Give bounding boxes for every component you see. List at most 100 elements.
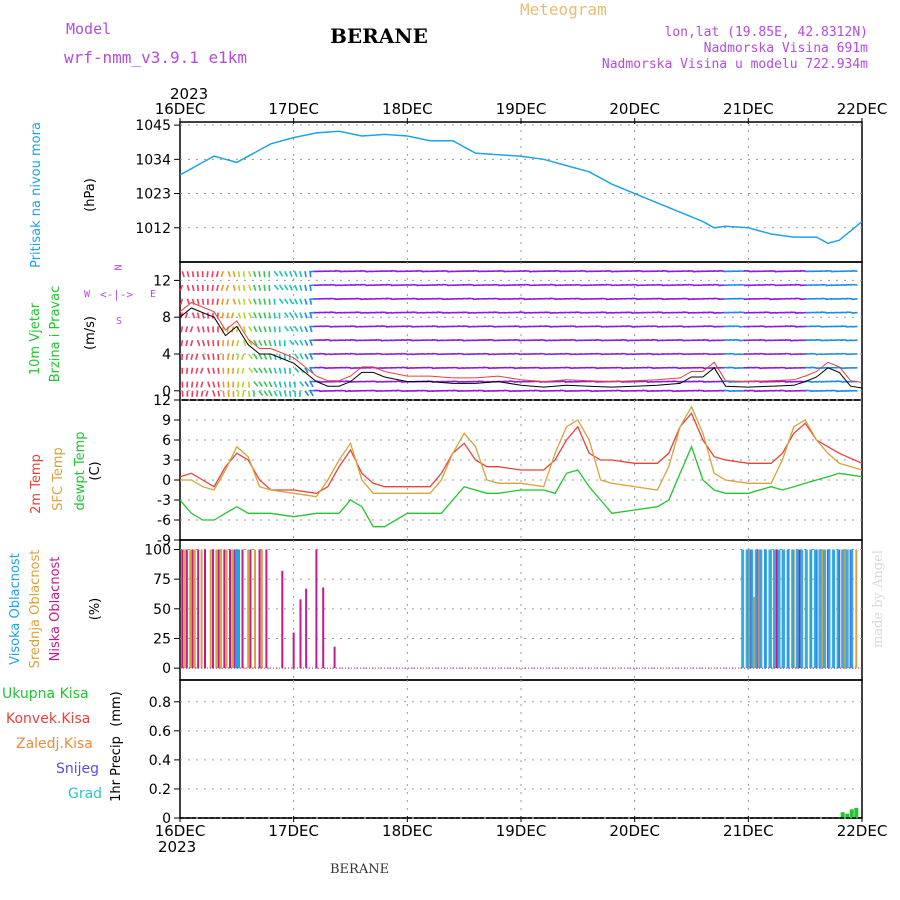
time-tick-bottom: 22DEC	[837, 822, 888, 840]
wind-barb	[744, 269, 751, 272]
wind-barb	[339, 270, 347, 273]
wind-barb	[324, 367, 331, 370]
wind-barb	[242, 284, 246, 292]
wind-barb	[248, 353, 254, 360]
wind-barb	[774, 270, 781, 273]
wind-barb	[406, 367, 413, 370]
wind-barb	[375, 380, 382, 383]
wind-barb	[283, 390, 287, 397]
high-cloud-bar	[800, 549, 804, 669]
wind-barb	[616, 389, 623, 392]
wind-barb	[401, 390, 408, 393]
wind-barb	[595, 352, 602, 355]
wind-barb	[621, 352, 628, 355]
wind-barb	[554, 298, 561, 301]
wind-barb	[457, 380, 464, 383]
wind-barb	[825, 284, 832, 287]
wind-barb	[452, 389, 459, 392]
high-cloud-bar	[845, 549, 849, 669]
wind-barb	[508, 380, 515, 383]
low-cloud-bar	[211, 549, 214, 669]
wind-barb	[263, 367, 268, 374]
low-cloud-bar	[233, 549, 236, 669]
wind-barb	[764, 325, 771, 328]
wind-barb	[334, 284, 341, 287]
wind-barb	[201, 353, 206, 360]
wind-barb	[447, 284, 454, 287]
wind-ytick-label: 0	[162, 384, 171, 400]
wind-barb	[299, 326, 304, 333]
wind-barb	[406, 338, 413, 341]
low-cloud-bar	[191, 549, 194, 669]
wind-barb	[242, 326, 247, 333]
wind-barb	[227, 270, 231, 278]
dewpoint-line	[179, 444, 863, 528]
high-cloud-bar	[741, 549, 745, 669]
wind-barb	[396, 389, 403, 392]
wind-barb	[365, 284, 372, 287]
wind-barb	[518, 339, 526, 342]
wind-barb	[406, 353, 413, 356]
wind-barb	[697, 389, 705, 392]
wind-barb	[790, 339, 797, 342]
wind-barb	[764, 311, 771, 314]
high-cloud-bar	[759, 549, 763, 669]
wind-barb	[544, 339, 551, 342]
wind-barb	[253, 326, 258, 333]
wind-barb	[309, 381, 314, 388]
wind-barb	[375, 352, 382, 355]
wind-barb	[534, 389, 541, 392]
wind-barb	[185, 326, 189, 333]
low-cloud-bar	[265, 549, 268, 669]
wind-barb	[687, 311, 694, 314]
mid-cloud-bar	[200, 549, 203, 669]
wind-barb	[319, 366, 326, 369]
wind-barb	[283, 325, 290, 332]
high-cloud-bar	[768, 549, 772, 669]
wind-barb	[774, 284, 781, 287]
wind-barb	[289, 325, 294, 332]
wind-barb	[529, 284, 536, 287]
temp-ytick-label: 12	[153, 393, 171, 409]
compass-w: W	[84, 289, 91, 300]
wind-barb	[559, 389, 566, 392]
wind-barb	[212, 353, 215, 361]
high-cloud-bar	[235, 549, 240, 669]
wind-barb	[524, 283, 531, 286]
wind-barb	[472, 269, 479, 272]
low-cloud-bar	[281, 570, 284, 669]
wind-barb	[600, 311, 607, 314]
wind-barb	[738, 311, 745, 314]
wind-barb	[289, 339, 295, 346]
wind-barb	[713, 297, 720, 300]
temp-ytick-label: -3	[157, 493, 171, 509]
wind-barb	[217, 381, 220, 388]
wind-barb	[253, 312, 258, 319]
wind-barb	[268, 298, 271, 305]
wind-barb	[304, 390, 310, 397]
wind-barb	[263, 339, 268, 347]
wind-barb	[703, 352, 710, 355]
wind-speed-line	[179, 307, 863, 389]
wind-barb	[268, 390, 273, 397]
wind-barb	[304, 312, 308, 319]
wind-barb	[769, 311, 776, 314]
wind-barb	[196, 284, 200, 292]
time-tick-bottom: 21DEC	[723, 822, 774, 840]
wind-barb	[225, 284, 230, 291]
footer-station: BERANE	[330, 862, 390, 877]
wind-barb	[273, 326, 277, 333]
wind-barb	[493, 339, 500, 342]
wind-barb	[248, 270, 252, 278]
wind-gust-line	[179, 301, 863, 383]
low-cloud-bar	[185, 549, 188, 669]
wind-barb	[299, 312, 304, 319]
wind-barb	[646, 390, 653, 393]
wind-barb	[288, 284, 294, 291]
wind-barb	[201, 339, 206, 347]
wind-barb	[258, 381, 264, 388]
wind-barb	[248, 339, 253, 346]
wind-barb	[488, 367, 495, 370]
precip-ytick-label: 0	[162, 811, 171, 827]
